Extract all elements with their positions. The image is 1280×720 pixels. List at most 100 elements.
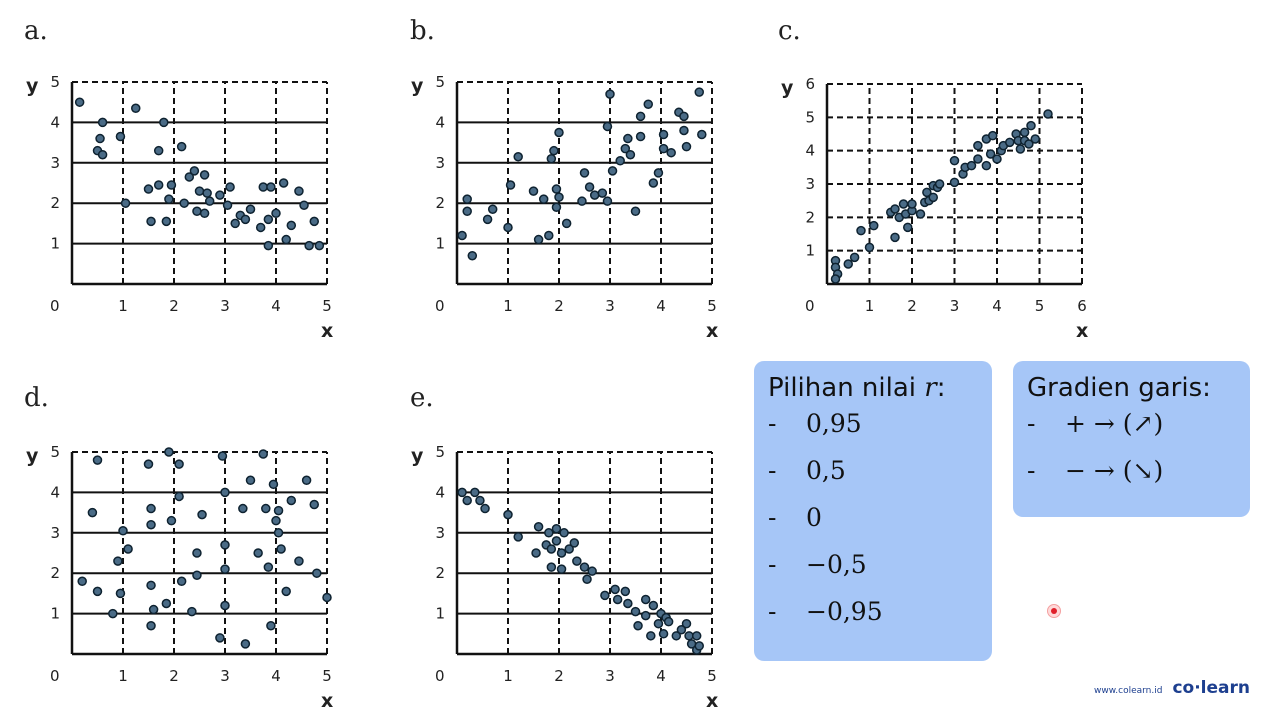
data-point [115,588,126,599]
data-point [679,125,689,136]
data-point [258,449,268,459]
x-tick-label: 4 [992,297,1002,315]
y-tick-label: 5 [435,73,445,91]
data-point [487,204,498,215]
y-tick-label: 5 [805,108,815,126]
data-point [549,145,559,156]
r-option-3: -0 [768,503,822,532]
data-point [551,202,562,212]
data-point [546,544,557,554]
data-point [120,198,131,208]
data-point [312,568,322,578]
data-point [992,154,1002,164]
data-point [176,576,187,587]
data-point [551,184,562,194]
data-point [697,129,707,140]
data-point [153,145,164,156]
x-tick-label: 6 [1077,297,1087,315]
y-axis-label: y [26,445,39,467]
gradient-negative-row: - − → (↘) [1027,456,1164,485]
data-point [253,548,263,558]
y-tick-label: 2 [435,564,445,582]
data-point [615,156,625,166]
y-tick-label: 2 [435,194,445,212]
gradient-panel: Gradien garis: - + → (↗) - − → (↘) [1013,361,1250,517]
data-point [973,154,983,164]
data-point [635,131,646,142]
data-point [569,538,580,548]
data-point [146,580,156,591]
data-point [653,168,664,178]
data-point [470,487,480,498]
data-point [843,259,853,269]
y-tick-label: 2 [50,194,60,212]
x-tick-label: 2 [554,297,564,315]
data-point [204,196,215,206]
data-point [533,521,544,532]
x-axis-label: x [706,320,718,342]
r-options-title: Pilihan nilai r: [768,373,946,403]
data-point [561,218,572,229]
data-point [202,188,212,198]
data-point [294,186,304,196]
data-point [538,194,549,204]
data-point [215,190,225,200]
data-point [985,149,996,159]
data-point [1019,127,1030,138]
data-point [266,620,276,631]
data-point [556,564,567,574]
data-point [159,117,169,128]
x-axis-label: x [706,690,718,712]
data-point [309,216,319,227]
plot-label-a: a. [24,16,48,46]
data-point [849,252,860,263]
y-tick-label: 3 [50,154,60,172]
data-point [164,194,174,204]
data-point [934,179,945,189]
x-tick-label: 5 [322,667,332,685]
brand-logo: co·learn [1172,678,1250,698]
data-point [564,544,574,554]
data-point [579,562,590,572]
data-point [554,192,564,202]
data-point [531,548,541,558]
data-point [220,540,230,550]
data-point [625,149,636,160]
brand-url: www.colearn.id [1094,686,1163,696]
data-point [322,592,332,603]
data-point [161,216,172,227]
y-tick-label: 2 [805,208,815,226]
data-point [97,117,108,128]
data-point [915,209,926,219]
data-point [161,598,172,609]
y-axis-label: y [781,77,794,99]
x-tick-label: 2 [907,297,917,315]
data-point [684,631,694,641]
data-point [273,505,284,516]
x-tick-label: 5 [1035,297,1045,315]
data-point [245,475,256,486]
data-point [230,218,240,229]
tick-label-origin: 0 [805,297,815,315]
data-point [143,459,154,469]
gradient-title: Gradien garis: [1027,373,1211,403]
x-tick-label: 5 [707,667,717,685]
data-point [266,182,276,192]
data-point [528,186,539,196]
x-tick-label: 4 [271,667,281,685]
data-point [903,222,913,233]
x-axis-label: x [321,320,333,342]
data-point [658,129,669,140]
y-tick-label: 3 [50,524,60,542]
data-point [146,620,156,631]
y-tick-label: 3 [435,154,445,172]
y-tick-label: 5 [435,443,445,461]
data-point [263,240,274,251]
data-point [505,180,516,190]
tick-label-origin: 0 [50,667,60,685]
x-axis-label: x [1076,320,1088,342]
data-point [663,616,674,627]
data-point [671,631,682,641]
data-point [1043,109,1053,119]
